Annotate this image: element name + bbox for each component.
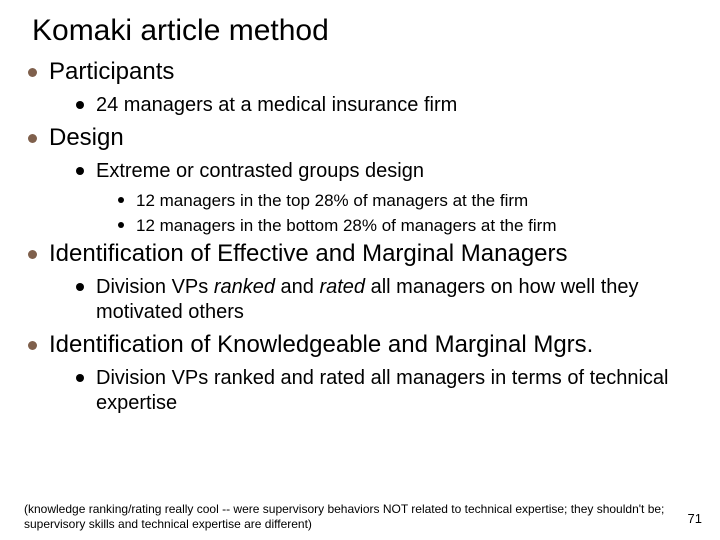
bullet-l2-icon [76,374,84,382]
design-item-bottom: 12 managers in the bottom 28% of manager… [136,215,557,236]
design-subheading: Extreme or contrasted groups design [96,159,424,184]
heading-design: Design [49,124,124,153]
section-participants: Participants 24 managers at a medical in… [24,58,696,118]
text-plain: and [275,276,319,298]
text-plain: Division VPs [96,276,214,298]
bullet-l1-icon [28,250,37,259]
bullet-l1-icon [28,134,37,143]
heading-ident-effective: Identification of Effective and Marginal… [49,240,568,269]
bullet-l1-icon [28,68,37,77]
heading-ident-knowledge: Identification of Knowledgeable and Marg… [49,331,593,360]
footnote: (knowledge ranking/rating really cool --… [24,502,666,532]
ident-effective-item: Division VPs ranked and rated all manage… [96,275,696,325]
heading-participants: Participants [49,58,174,87]
ident-knowledge-item: Division VPs ranked and rated all manage… [96,366,696,416]
design-item-top: 12 managers in the top 28% of managers a… [136,190,528,211]
bullet-l2-icon [76,101,84,109]
section-design: Design Extreme or contrasted groups desi… [24,124,696,236]
text-rated: rated [319,276,365,298]
slide-title: Komaki article method [32,14,696,48]
bullet-l2-icon [76,283,84,291]
bullet-l3-icon [118,197,124,203]
bullet-l1-icon [28,341,37,350]
section-ident-knowledge: Identification of Knowledgeable and Marg… [24,331,696,416]
text-ranked: ranked [214,276,275,298]
bullet-l3-icon [118,222,124,228]
section-ident-effective: Identification of Effective and Marginal… [24,240,696,325]
bullet-l2-icon [76,167,84,175]
page-number: 71 [688,511,702,526]
participants-item: 24 managers at a medical insurance firm [96,93,457,118]
